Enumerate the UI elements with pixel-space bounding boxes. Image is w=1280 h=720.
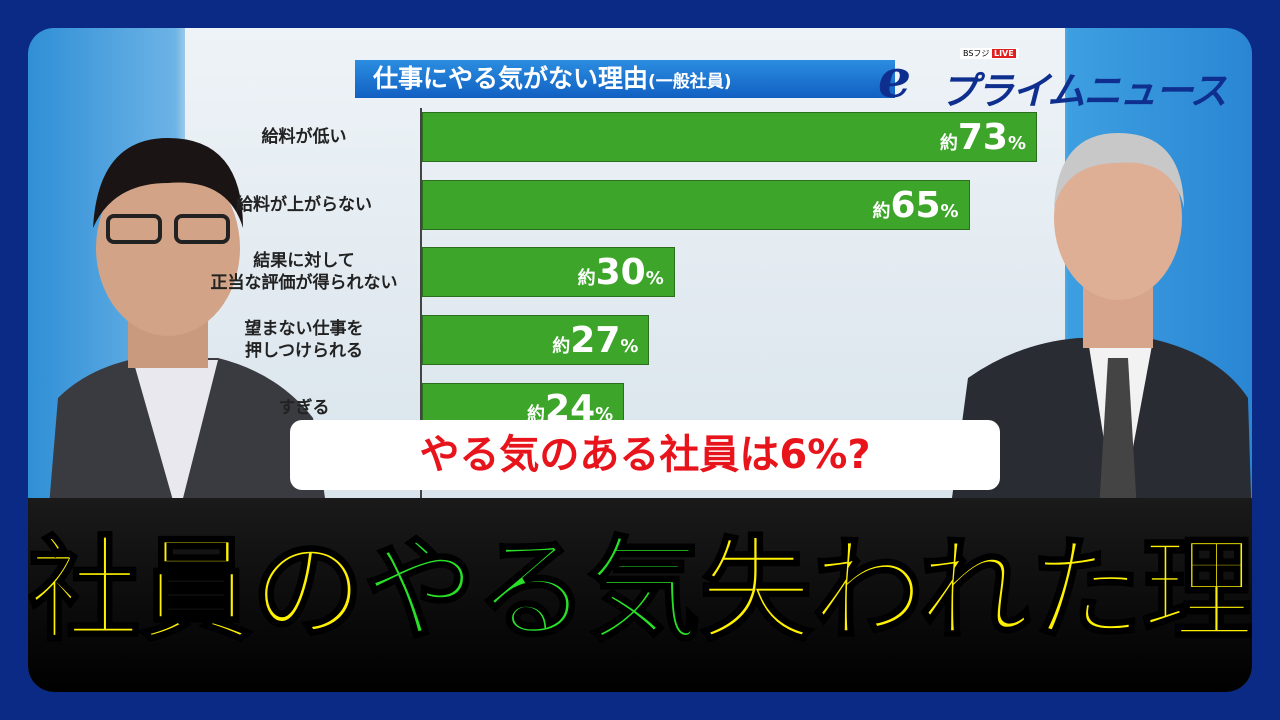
chart-subtitle: (一般社員)	[648, 72, 732, 92]
value-prefix: 約	[527, 404, 546, 425]
caption-headline: 社員のやる気失われた理由	[28, 516, 1252, 666]
caption-band	[28, 498, 1252, 692]
value-suffix: %	[620, 336, 639, 357]
chart-title: 仕事にやる気がない理由(一般社員)	[355, 60, 895, 98]
value-prefix: 約	[552, 336, 571, 357]
category-label: 望まない仕事を 押しつけられる	[244, 319, 364, 361]
logo-name: プライムニュース	[940, 68, 1227, 113]
thumbnail-frame: 仕事にやる気がない理由(一般社員) e BSフジ LIVE プライムニュース 約…	[28, 28, 1252, 692]
value-suffix: %	[940, 201, 959, 222]
category-label: すぎる	[278, 398, 330, 418]
value-suffix: %	[1007, 133, 1026, 154]
value-prefix: 約	[577, 268, 596, 289]
value-prefix: 約	[872, 201, 891, 222]
value-suffix: %	[645, 268, 664, 289]
guest-right-image	[948, 133, 1252, 528]
logo-brand: BSフジ	[963, 49, 990, 58]
bar-2: 約65%	[422, 180, 970, 230]
bar-value-label: 30	[595, 252, 646, 293]
bar-1: 約73%	[422, 112, 1037, 162]
value-suffix: %	[595, 404, 614, 425]
logo-live: LIVE	[991, 49, 1016, 58]
headline-part: 社員の	[28, 525, 366, 658]
headline-part: やる気	[363, 525, 702, 658]
bar-value-label: 73	[957, 117, 1008, 158]
bar-4: 約27%	[422, 315, 650, 365]
logo-live-badge: BSフジ LIVE	[960, 48, 1019, 59]
category-label: 給料が低い	[261, 127, 347, 147]
guest-left-image	[48, 138, 328, 518]
chart-title-text: 仕事にやる気がない理由	[373, 64, 649, 93]
chart-axis	[420, 108, 422, 498]
category-label: 結果に対して 正当な評価が得られない	[210, 251, 398, 293]
bar-value-label: 65	[890, 185, 941, 226]
value-prefix: 約	[939, 133, 958, 154]
bar-3: 約30%	[422, 247, 675, 297]
program-logo: e BSフジ LIVE プライムニュース	[878, 48, 1248, 113]
headline-part: 失われた理由	[698, 525, 1252, 658]
category-label: 給料が上がらない	[236, 195, 372, 215]
caption-subtitle: やる気のある社員は6%?	[290, 420, 1000, 490]
logo-e-icon: e	[878, 49, 912, 110]
bar-value-label: 27	[570, 320, 621, 361]
